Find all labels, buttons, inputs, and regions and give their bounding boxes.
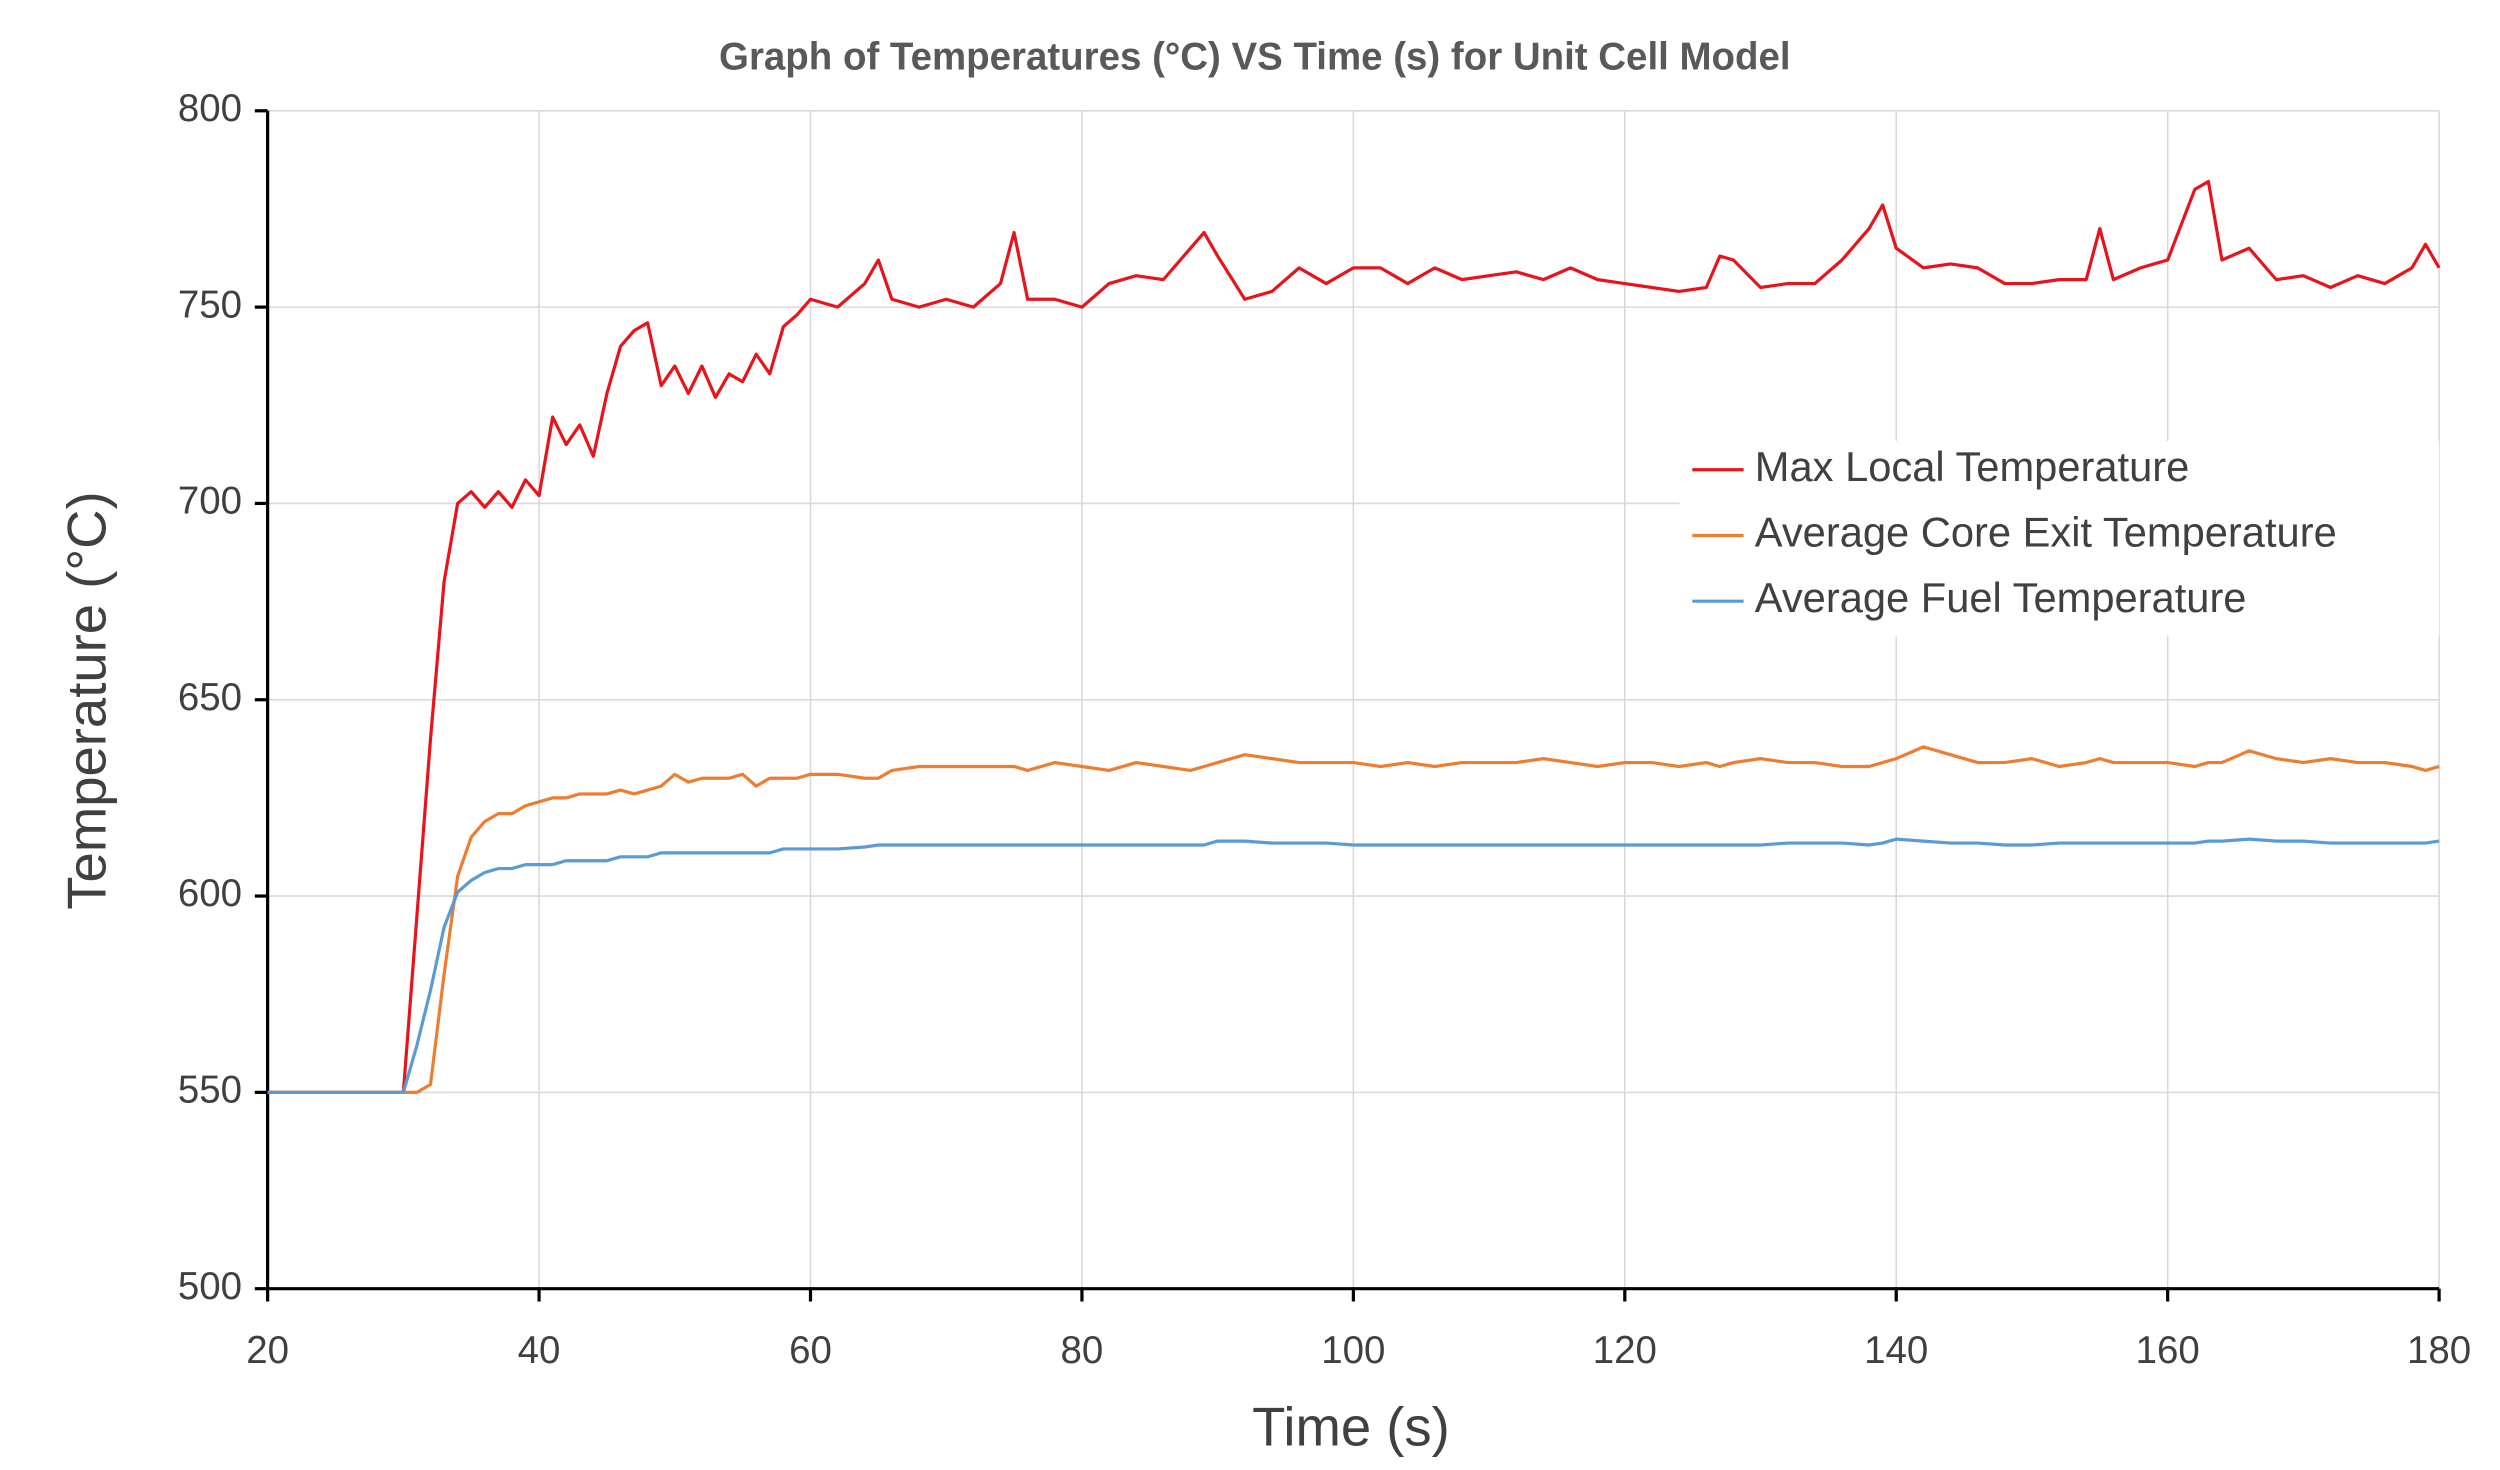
legend-label: Average Fuel Temperature xyxy=(1755,574,2247,621)
chart-title: Graph of Temperatures (°C) VS Time (s) f… xyxy=(719,36,1791,79)
legend: Max Local Temperature Average Core Exit T… xyxy=(1679,440,2440,637)
x-tick-label: 100 xyxy=(1321,1329,1385,1372)
series-line xyxy=(267,837,2440,1094)
legend-box xyxy=(1679,440,2440,637)
y-tick-label: 750 xyxy=(178,283,242,326)
x-tick-label: 140 xyxy=(1864,1329,1928,1372)
x-tick-label: 20 xyxy=(246,1329,289,1372)
legend-label: Average Core Exit Temperature xyxy=(1755,508,2337,555)
x-tick-label: 80 xyxy=(1061,1329,1104,1372)
y-tick-label: 550 xyxy=(178,1069,242,1112)
y-tick-label: 500 xyxy=(178,1265,242,1308)
y-tick-label: 650 xyxy=(178,676,242,719)
x-tick-label: 120 xyxy=(1593,1329,1657,1372)
x-tick-label: 60 xyxy=(789,1329,832,1372)
y-tick-label: 800 xyxy=(178,87,242,130)
legend-label: Max Local Temperature xyxy=(1755,443,2190,490)
y-tick-label: 600 xyxy=(178,872,242,915)
x-tick-label: 40 xyxy=(518,1329,561,1372)
x-axis-label: Time (s) xyxy=(1252,1397,1450,1458)
y-axis-label: Temperature (°C) xyxy=(57,491,118,909)
y-tick-label: 700 xyxy=(178,480,242,523)
series-line xyxy=(267,179,2441,1094)
x-tick-label: 180 xyxy=(2407,1329,2471,1372)
series-line xyxy=(267,745,2440,1094)
x-tick-label: 160 xyxy=(2136,1329,2200,1372)
